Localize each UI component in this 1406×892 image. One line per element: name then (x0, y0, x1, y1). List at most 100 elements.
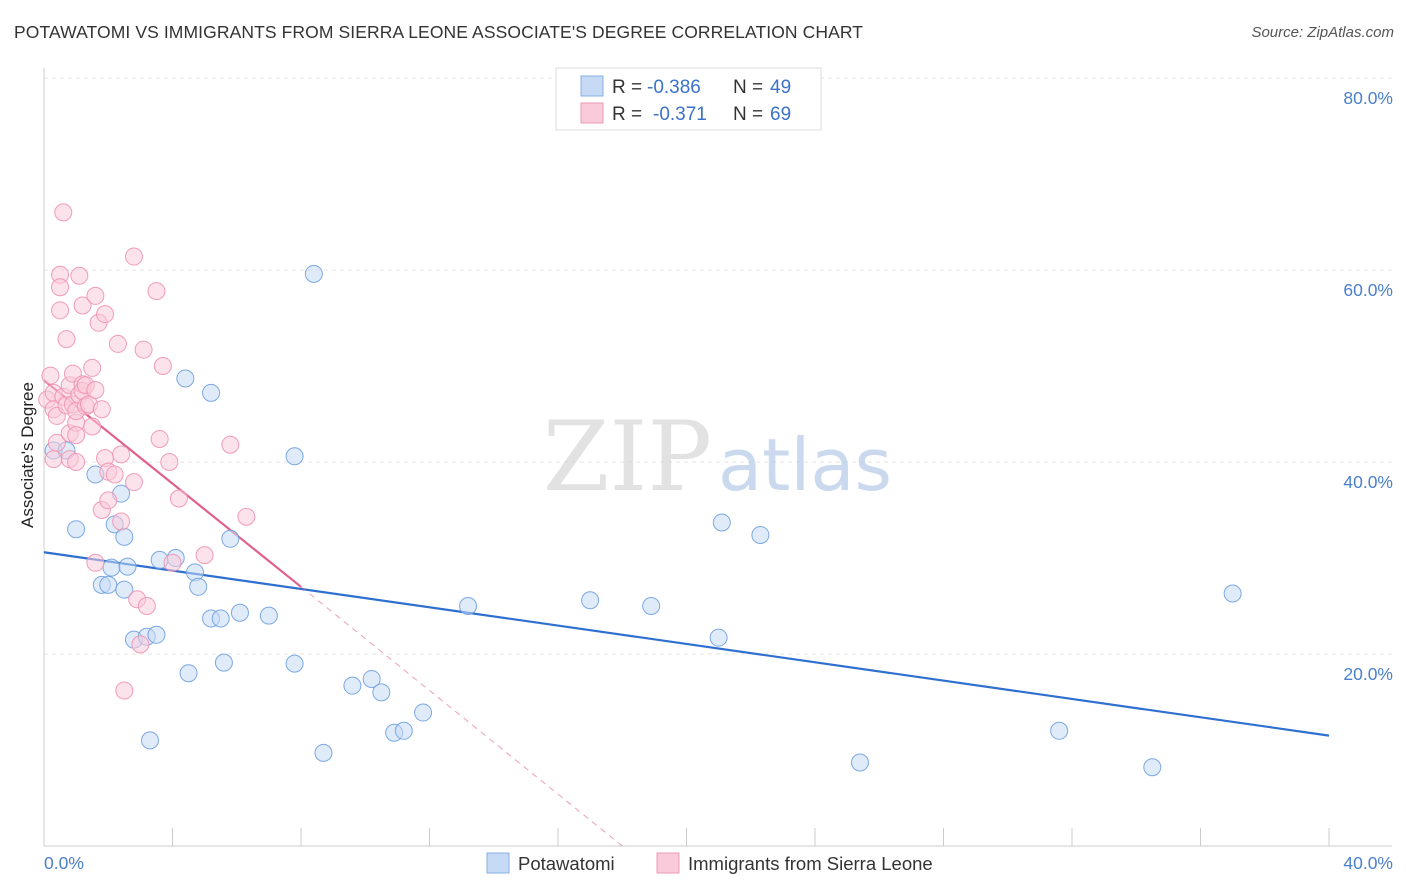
point-sierra-leone (99, 491, 118, 510)
point-potawatomi (118, 557, 137, 576)
point-sierra-leone (169, 489, 188, 508)
point-potawatomi (102, 558, 121, 577)
point-potawatomi (67, 520, 86, 539)
point-potawatomi (1050, 721, 1069, 740)
legend-n-label-2: N = (733, 104, 763, 125)
point-potawatomi (362, 669, 381, 688)
point-sierra-leone (221, 435, 240, 454)
point-sierra-leone (51, 278, 70, 297)
point-potawatomi (581, 591, 600, 610)
chart-title: POTAWATOMI VS IMMIGRANTS FROM SIERRA LEO… (14, 22, 864, 42)
point-potawatomi (751, 525, 770, 544)
legend-r-label-2: R = (612, 104, 642, 125)
point-sierra-leone (105, 465, 124, 484)
axes: 20.0% 40.0% 60.0% 80.0% 0.0% 40.0% (43, 68, 1393, 873)
chart-source: Source: ZipAtlas.com (1251, 24, 1394, 41)
point-potawatomi (459, 597, 478, 615)
point-sierra-leone (108, 334, 127, 353)
point-sierra-leone (51, 301, 70, 320)
series-legend-swatch-sierra-leone (656, 852, 680, 874)
point-potawatomi (314, 743, 333, 762)
watermark-atlas: atlas (718, 423, 892, 507)
point-sierra-leone (41, 366, 60, 385)
watermark-zip: ZIP (543, 401, 712, 513)
point-potawatomi (709, 628, 728, 647)
point-potawatomi (850, 753, 869, 772)
point-potawatomi (304, 264, 323, 283)
point-potawatomi (642, 597, 661, 615)
point-potawatomi (285, 447, 304, 466)
point-sierra-leone (83, 417, 102, 436)
point-potawatomi (712, 513, 731, 532)
point-sierra-leone (86, 553, 105, 572)
point-potawatomi (147, 625, 166, 644)
trend-extension-series-1 (300, 586, 623, 847)
point-sierra-leone (86, 381, 105, 399)
point-sierra-leone (147, 282, 166, 301)
point-sierra-leone (163, 553, 182, 572)
series-legend-label-sierra-leone: Immigrants from Sierra Leone (688, 853, 933, 874)
data-points (38, 203, 1242, 777)
point-potawatomi (176, 369, 195, 388)
point-potawatomi (211, 609, 230, 628)
point-potawatomi (230, 603, 249, 622)
legend-r-value-1: -0.386 (647, 77, 701, 98)
point-sierra-leone (150, 429, 169, 448)
point-potawatomi (115, 580, 134, 599)
point-sierra-leone (44, 450, 63, 469)
legend-n-value-2: 69 (770, 104, 791, 125)
y-tick-label: 80.0% (1343, 88, 1393, 108)
point-potawatomi (1143, 758, 1162, 777)
y-axis-label: Associate's Degree (18, 382, 37, 528)
point-sierra-leone (54, 203, 73, 222)
point-sierra-leone (67, 453, 86, 471)
point-sierra-leone (124, 473, 143, 492)
point-sierra-leone (112, 445, 131, 464)
point-potawatomi (1223, 584, 1242, 603)
point-potawatomi (372, 683, 391, 702)
point-sierra-leone (237, 507, 256, 526)
point-potawatomi (343, 676, 362, 695)
legend-swatch-sierra-leone (580, 102, 604, 124)
point-sierra-leone (115, 681, 134, 700)
point-sierra-leone (124, 247, 143, 266)
point-sierra-leone (153, 357, 172, 375)
y-tick-label: 60.0% (1343, 280, 1393, 300)
point-sierra-leone (96, 305, 115, 324)
point-potawatomi (214, 653, 233, 672)
legend-swatch-potawatomi (580, 75, 604, 97)
point-potawatomi (179, 664, 198, 683)
x-tick-label: 0.0% (44, 853, 84, 873)
point-potawatomi (202, 383, 221, 402)
y-tick-label: 40.0% (1343, 472, 1393, 492)
point-potawatomi (99, 575, 118, 594)
point-sierra-leone (195, 546, 214, 565)
point-sierra-leone (73, 296, 92, 315)
point-sierra-leone (134, 340, 153, 359)
point-sierra-leone (83, 358, 102, 377)
grid (44, 77, 1392, 655)
point-sierra-leone (137, 597, 156, 615)
point-potawatomi (259, 606, 278, 625)
point-potawatomi (394, 721, 413, 740)
point-potawatomi (189, 577, 208, 596)
legend-n-label-1: N = (733, 77, 763, 98)
legend-r-label-1: R = (612, 77, 642, 98)
point-sierra-leone (57, 330, 76, 349)
watermark: ZIP atlas (543, 401, 892, 513)
point-sierra-leone (131, 635, 150, 654)
x-tick-label: 40.0% (1343, 853, 1393, 873)
point-sierra-leone (86, 286, 105, 305)
legend: R = -0.386 N = 49 R = -0.371 N = 69 (555, 67, 822, 131)
legend-n-value-1: 49 (770, 77, 791, 98)
point-sierra-leone (47, 433, 66, 452)
point-potawatomi (115, 527, 134, 546)
point-potawatomi (221, 529, 240, 548)
series-legend: Potawatomi Immigrants from Sierra Leone (486, 852, 933, 874)
y-tick-label: 20.0% (1343, 664, 1393, 684)
series-legend-swatch-potawatomi (486, 852, 510, 874)
legend-r-value-2: -0.371 (653, 104, 707, 125)
point-sierra-leone (67, 426, 86, 445)
trend-line-series-0 (43, 551, 1330, 737)
